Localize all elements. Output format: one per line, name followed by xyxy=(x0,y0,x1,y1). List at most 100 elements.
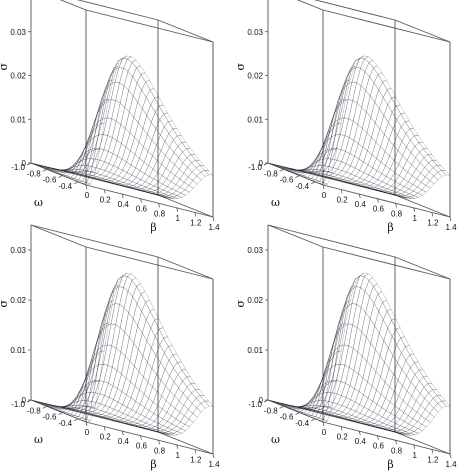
surface-patch xyxy=(92,105,101,134)
surface-patch xyxy=(163,427,173,432)
surface-patch xyxy=(139,376,149,395)
omega-tick-label: -0.4 xyxy=(58,419,72,428)
surface-patch xyxy=(373,179,383,186)
beta-tick-mark xyxy=(121,431,124,436)
surface-patch xyxy=(171,184,181,192)
surface-patch xyxy=(395,418,405,426)
surface-patch xyxy=(164,121,173,134)
beta-tick-label: 0.8 xyxy=(391,209,403,218)
surface-patch xyxy=(137,310,147,334)
surface-patch xyxy=(157,395,167,410)
surface-patch xyxy=(165,146,175,161)
surface-patch xyxy=(370,325,380,350)
surface-patch xyxy=(167,423,177,430)
surface-patch xyxy=(413,187,423,194)
surface-patch xyxy=(365,181,375,186)
beta-tick-label: 1.2 xyxy=(190,218,202,227)
surface-patch xyxy=(196,403,206,413)
surface-patch xyxy=(378,186,388,191)
surface-patch xyxy=(99,364,108,382)
surface-patch xyxy=(173,374,183,389)
surface-patch xyxy=(388,111,397,129)
beta-tick-label: 0.4 xyxy=(118,437,130,446)
surface-patch xyxy=(145,183,155,189)
surface-patch xyxy=(103,365,113,384)
beta-tick-label: 0.8 xyxy=(154,446,166,455)
surface-patch xyxy=(157,164,167,176)
surface-patch xyxy=(388,128,398,146)
surface-patch xyxy=(386,413,396,422)
surface-patch xyxy=(323,148,333,160)
surface-patch xyxy=(369,67,379,84)
beta-tick-mark xyxy=(176,207,179,212)
surface-patch xyxy=(94,134,104,149)
surface-patch xyxy=(395,408,404,420)
omega-tick-label: -1.0 xyxy=(11,163,25,172)
sigma-tick-label: 0.02 xyxy=(247,296,263,305)
surface-mesh xyxy=(30,55,214,199)
surface-patch xyxy=(413,193,423,198)
surface-patch xyxy=(347,415,357,419)
surface-patch xyxy=(136,179,146,186)
surface-patch xyxy=(376,376,386,395)
omega-tick-mark xyxy=(310,418,316,422)
surface-patch xyxy=(404,181,413,190)
surface-patch xyxy=(176,193,186,198)
surface-patch xyxy=(414,142,424,153)
surface-patch xyxy=(391,416,400,424)
surface-patch xyxy=(175,178,185,188)
surface-patch xyxy=(405,345,414,355)
surface-patch xyxy=(347,81,357,101)
surface-patch xyxy=(382,299,392,312)
surface-patch xyxy=(151,111,160,129)
surface-patch xyxy=(346,409,356,416)
surface-patch xyxy=(376,146,386,163)
omega-tick-label: -0.6 xyxy=(280,176,294,185)
surface-patch xyxy=(178,151,188,163)
surface-patch xyxy=(79,409,89,412)
surface-patch xyxy=(349,348,358,371)
surface-patch xyxy=(421,185,431,193)
surface-patch xyxy=(162,168,171,179)
box-edge xyxy=(322,421,451,455)
omega-tick-label: -0.4 xyxy=(58,182,72,191)
box-edge xyxy=(267,224,396,258)
surface-patch xyxy=(147,368,157,388)
beta-tick-mark xyxy=(322,184,325,190)
surface-patch xyxy=(374,420,384,426)
surface-patch xyxy=(172,128,182,137)
surface-patch xyxy=(392,328,401,345)
surface-patch xyxy=(331,134,341,149)
surface-patch xyxy=(172,426,182,432)
beta-tick-mark xyxy=(322,421,325,427)
omega-axis-label: ω xyxy=(271,433,280,446)
surface-patch xyxy=(112,370,122,389)
surface-patch xyxy=(340,135,350,152)
surface-patch xyxy=(140,72,150,83)
surface-patch xyxy=(411,157,421,170)
surface-patch xyxy=(132,67,142,84)
surface-patch xyxy=(115,180,125,184)
surface-patch xyxy=(345,137,355,154)
surface-patch xyxy=(167,415,176,425)
beta-tick-mark xyxy=(103,426,106,431)
surface-patch xyxy=(384,368,394,388)
surface-patch xyxy=(168,120,177,130)
omega-axis-label: ω xyxy=(271,196,280,209)
surface-patch xyxy=(146,89,155,105)
surface-patch xyxy=(397,369,407,387)
surface-patch xyxy=(155,105,164,120)
beta-tick-mark xyxy=(158,440,160,445)
surface-patch xyxy=(351,286,361,305)
surface-patch xyxy=(412,178,422,188)
surface-patch xyxy=(370,101,380,124)
surface-patch xyxy=(110,67,120,85)
surface-patch xyxy=(405,354,415,368)
surface-patch xyxy=(403,171,413,182)
surface-patch xyxy=(120,106,130,129)
surface-patch xyxy=(406,367,416,383)
surface-patch xyxy=(169,152,179,166)
surface-patch xyxy=(119,177,128,183)
box-edge xyxy=(394,431,451,455)
